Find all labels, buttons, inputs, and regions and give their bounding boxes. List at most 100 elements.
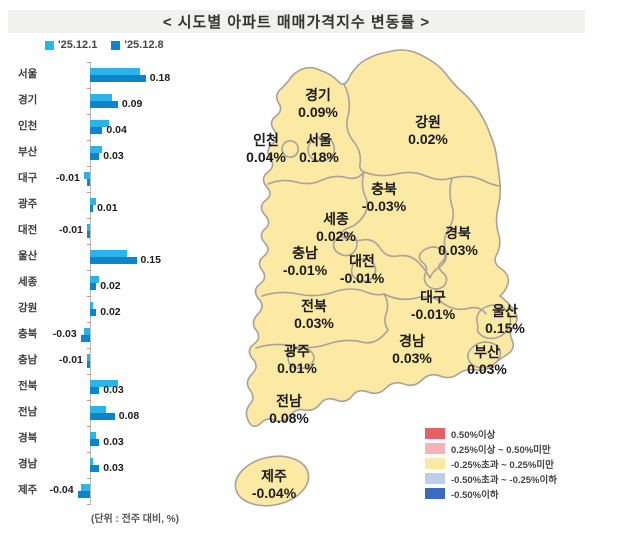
bar-value-label: -0.01 [55, 172, 80, 184]
map-legend-label: 0.25%이상 ~ 0.50%미만 [451, 444, 551, 456]
bar-week1 [90, 458, 94, 465]
axis-tick [87, 504, 91, 505]
bar-week2 [90, 387, 100, 394]
map-region-value-chungbuk: -0.03% [362, 198, 407, 214]
map-region-value-incheon: 0.04% [246, 149, 286, 165]
map-region-name-incheon: 인천 [253, 132, 279, 148]
axis-tick [87, 244, 91, 245]
bar-week2 [86, 231, 90, 238]
category-label: 제주 [18, 484, 38, 496]
bar-week1 [90, 94, 112, 101]
bar-week2 [86, 179, 90, 186]
map-legend-label: 0.50%이상 [451, 429, 496, 441]
axis-tick [87, 296, 91, 297]
chart-legend: '25.12.1 '25.12.8 [45, 39, 164, 51]
bar-week2 [90, 465, 100, 472]
axis-tick [87, 426, 91, 427]
map-region-name-jeju: 제주 [261, 468, 287, 484]
category-label: 세종 [18, 276, 38, 288]
bar-week1 [90, 406, 106, 413]
map-legend-swatch-icon [425, 458, 445, 469]
bar-week2 [90, 127, 103, 134]
bar-value-label: 0.02 [100, 306, 121, 318]
bar-value-label: 0.03 [103, 150, 124, 162]
axis-tick [87, 62, 91, 63]
legend-swatch-week2-icon [111, 40, 121, 50]
map-region-value-daegu: -0.01% [411, 306, 456, 322]
map-legend-row: -0.50%초과 ~ -0.25%이하 [425, 471, 557, 486]
bar-week1 [90, 68, 140, 75]
bar-week1 [86, 354, 90, 361]
axis-tick [87, 452, 91, 453]
map-region-name-chungbuk: 충북 [371, 181, 397, 197]
map-mainland-shape [245, 49, 518, 428]
map-region-value-gwangju: 0.01% [277, 360, 317, 376]
axis-tick [87, 88, 91, 89]
category-label: 전북 [18, 380, 38, 392]
bar-week2 [90, 413, 115, 420]
bar-week1 [90, 146, 103, 153]
legend-label-week1: '25.12.1 [58, 39, 98, 51]
bar-value-label: -0.01 [58, 354, 83, 366]
category-label: 충남 [18, 354, 38, 366]
bar-week2 [90, 283, 97, 290]
legend-item-week2: '25.12.8 [111, 39, 164, 51]
map-region-value-sejong: 0.02% [316, 228, 356, 244]
map-legend-label: -0.25%초과 ~ 0.25%미만 [451, 459, 554, 471]
map-region-name-jeonbuk: 전북 [301, 298, 327, 314]
map-legend-label: -0.50%초과 ~ -0.25%이하 [451, 474, 557, 486]
map-legend-row: 0.50%이상 [425, 426, 557, 441]
bar-week1 [90, 120, 109, 127]
map-region-value-gyeonggi: 0.09% [298, 104, 338, 120]
bar-week1 [90, 198, 97, 205]
category-label: 경남 [18, 458, 38, 470]
legend-label-week2: '25.12.8 [124, 39, 164, 51]
bar-value-label: 0.08 [118, 410, 140, 422]
map-region-value-jeju: -0.04% [252, 485, 297, 501]
bar-value-label: -0.03 [52, 328, 77, 340]
map-region-value-jeonbuk: 0.03% [294, 315, 334, 331]
map-jeju-shape [234, 455, 310, 507]
map-region-name-gwangju: 광주 [284, 343, 310, 359]
axis-tick [87, 348, 91, 349]
map-internal-borders [255, 83, 512, 370]
korea-map: 경기 0.09% 강원 0.02% 인천 0.04% 서울 0.18% 충북 -0.03% 세종 0.… [225, 45, 570, 525]
category-label: 경기 [18, 94, 38, 106]
map-legend-swatch-icon [425, 473, 445, 484]
bar-value-label: 0.02 [100, 280, 121, 292]
bar-value-label: 0.04 [106, 124, 127, 136]
bar-value-label: 0.03 [103, 436, 124, 448]
page-title: < 시도별 아파트 매매가격지수 변동률 > [162, 14, 431, 31]
map-legend-row: 0.25%이상 ~ 0.50%미만 [425, 441, 557, 456]
bar-week2 [90, 257, 137, 264]
axis-tick [87, 114, 91, 115]
axis-tick [87, 322, 91, 323]
bar-week1 [90, 380, 118, 387]
bar-week1 [83, 172, 90, 179]
map-legend-row: -0.50%이하 [425, 486, 557, 501]
map-legend: 0.50%이상 0.25%이상 ~ 0.50%미만 -0.25%초과 ~ 0.25%… [425, 426, 557, 501]
legend-item-week1: '25.12.1 [45, 39, 97, 51]
axis-tick [87, 478, 91, 479]
axis-tick [87, 218, 91, 219]
map-region-name-gyeongnam: 경남 [399, 333, 425, 349]
map-legend-swatch-icon [425, 443, 445, 454]
bar-week2 [90, 75, 146, 82]
bar-week1 [83, 328, 90, 335]
category-label: 울산 [18, 250, 38, 262]
legend-swatch-week1-icon [45, 40, 54, 50]
bar-week2 [90, 205, 94, 212]
bar-week1 [90, 302, 94, 309]
unit-note: (단위 : 전주 대비, %) [91, 514, 179, 525]
map-region-name-gyeonggi: 경기 [305, 87, 331, 103]
map-region-name-gyeongbuk: 경북 [445, 225, 471, 241]
map-region-name-sejong: 세종 [323, 211, 349, 227]
bar-week1 [80, 484, 90, 491]
map-region-name-ulsan: 울산 [492, 303, 518, 319]
axis-tick [87, 374, 91, 375]
korea-map-svg: 경기0.09%강원0.02%인천0.04%서울0.18%충북-0.03%세종0.… [234, 49, 525, 507]
category-label: 강원 [18, 302, 38, 314]
bar-week2 [90, 439, 100, 446]
map-legend-row: -0.25%초과 ~ 0.25%미만 [425, 456, 557, 471]
